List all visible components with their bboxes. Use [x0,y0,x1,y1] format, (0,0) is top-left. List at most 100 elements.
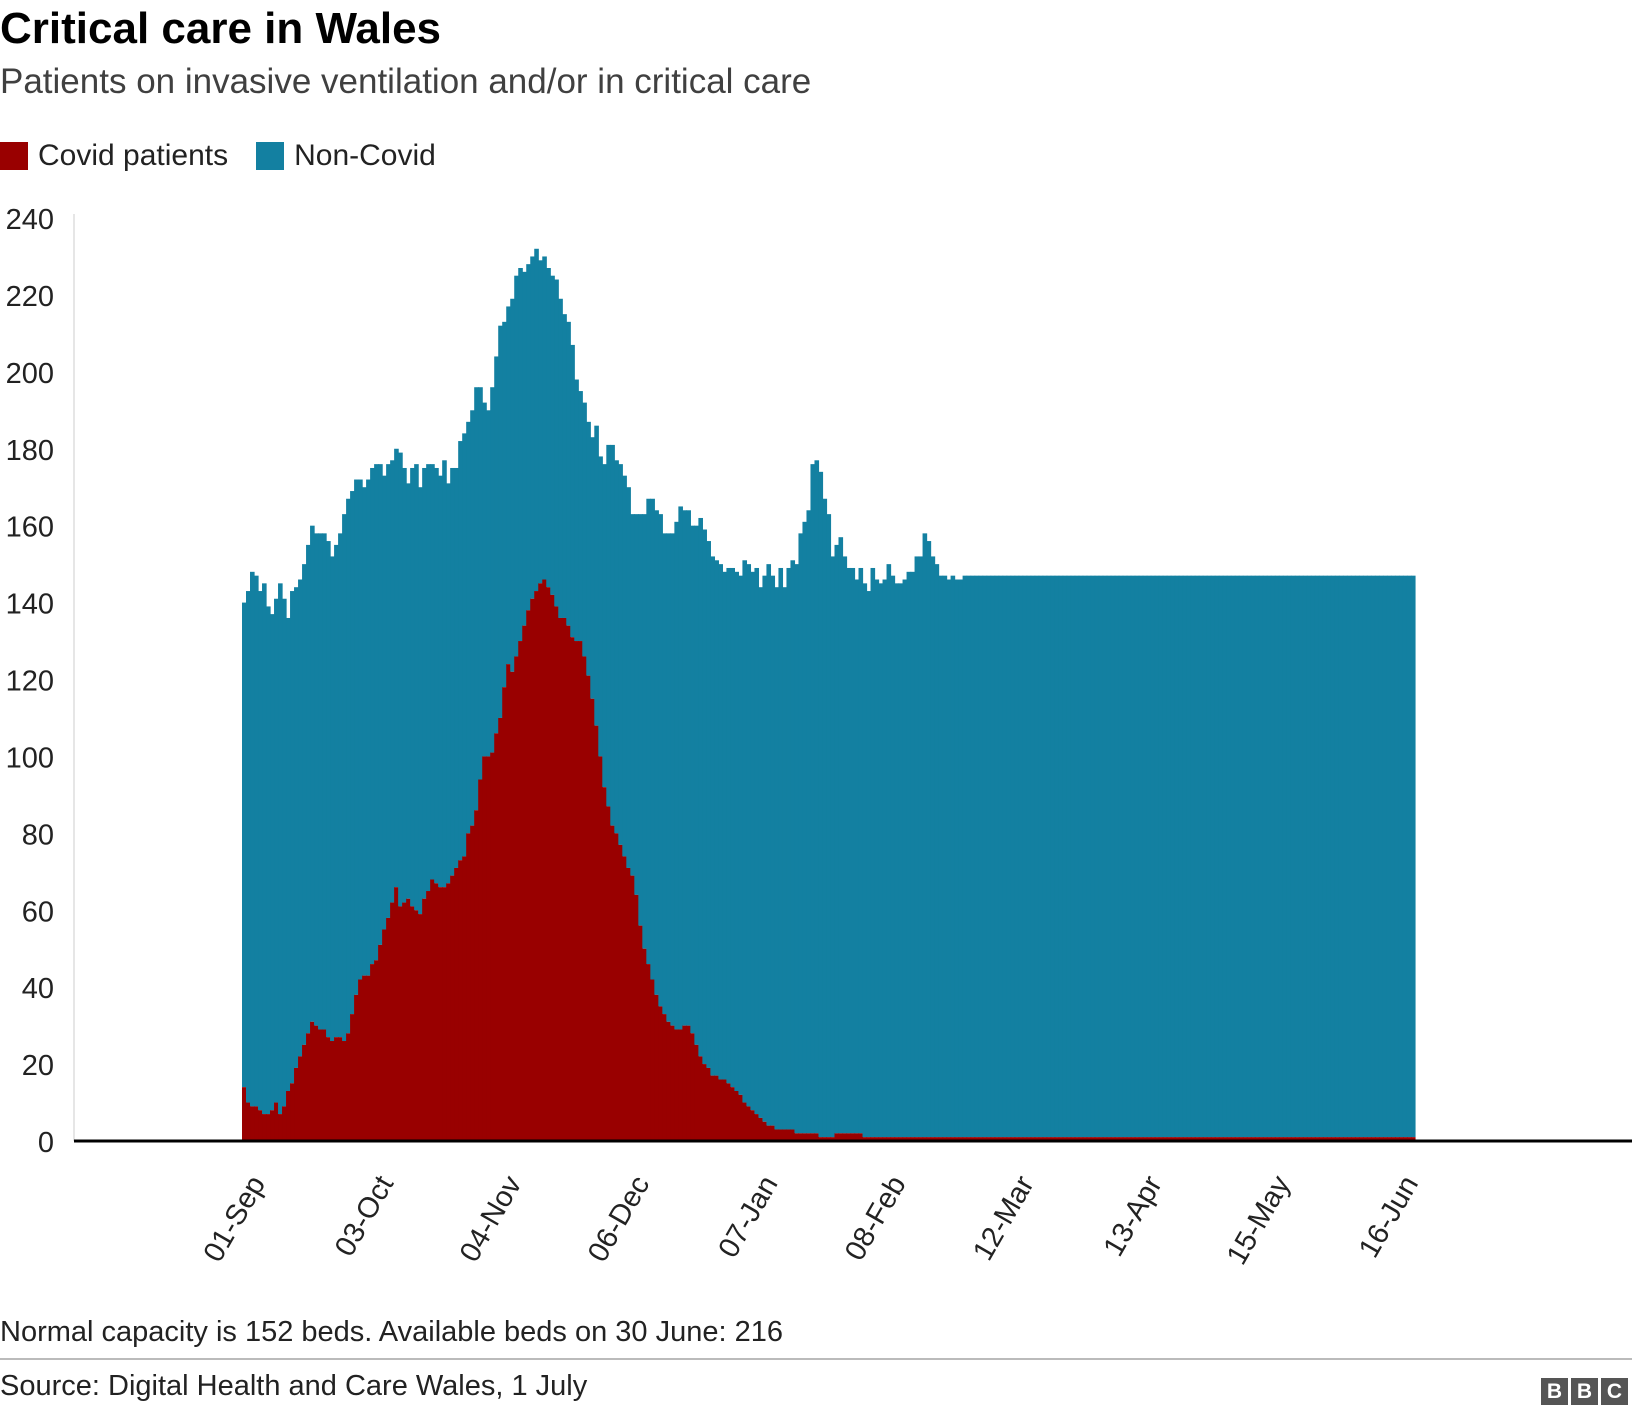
bar-covid [630,875,635,1141]
bar-non-covid [342,514,347,1042]
bar-covid [538,583,543,1141]
bar-non-covid [274,598,279,1103]
bar-covid [502,687,507,1141]
bar-covid [1294,1137,1300,1141]
bar-non-covid [262,583,267,1115]
bbc-logo: B B C [1538,1378,1628,1405]
bar-non-covid [414,464,419,911]
bar-covid [1358,1137,1364,1141]
bar-non-covid [734,571,740,1092]
bar-non-covid [1194,575,1200,1138]
bar-covid [682,1025,687,1142]
bar-non-covid [1058,575,1064,1138]
bar-non-covid [930,556,936,1138]
bar-covid [810,1133,816,1141]
bar-non-covid [878,583,884,1138]
bar-covid [274,1102,279,1141]
bar-non-covid [950,575,956,1138]
bar-covid [594,725,599,1141]
legend-label-non-covid: Non-Covid [294,139,436,172]
bar-non-covid [358,479,363,980]
bar-non-covid [666,533,671,1022]
bar-covid [542,579,547,1141]
bar-covid [1178,1137,1184,1141]
bar-covid [290,1083,295,1141]
bar-covid [706,1067,711,1141]
bar-non-covid [1222,575,1228,1138]
bar-non-covid [482,402,487,757]
bar-non-covid [538,260,543,584]
bar-covid [862,1137,868,1141]
bar-non-covid [486,410,491,757]
bar-non-covid [982,575,988,1138]
bar-covid [606,806,611,1141]
bar-non-covid [1034,575,1040,1138]
bar-covid [302,1044,307,1141]
bar-covid [478,779,483,1141]
bar-covid [778,1129,784,1141]
bar-non-covid [1186,575,1192,1138]
bar-covid [1138,1137,1144,1141]
bar-non-covid [1054,575,1060,1138]
bar-non-covid [1214,575,1220,1138]
bar-non-covid [1074,575,1080,1138]
bar-covid [882,1137,888,1141]
bar-non-covid [702,529,707,1065]
bar-covid [1366,1137,1372,1141]
bar-covid [638,925,643,1141]
legend-item-non-covid: Non-Covid [256,139,436,173]
bar-non-covid [642,514,647,949]
bar-covid [562,617,567,1141]
bar-non-covid [794,564,800,1134]
bar-non-covid [990,575,996,1138]
bar-covid [1090,1137,1096,1141]
bar-non-covid [330,556,335,1041]
bar-covid [330,1041,335,1141]
bar-covid [598,756,603,1141]
bar-non-covid [910,571,916,1138]
bar-covid [1154,1137,1160,1141]
bar-covid [466,833,471,1141]
bar-non-covid [478,387,483,780]
bar-non-covid [1338,575,1344,1138]
bar-non-covid [942,575,948,1138]
bar-non-covid [546,268,551,588]
bar-non-covid [1010,575,1016,1138]
bar-non-covid [582,402,587,657]
bar-non-covid [490,387,495,753]
bar-covid [1290,1137,1296,1141]
bar-non-covid [1062,575,1068,1138]
bar-covid [1278,1137,1284,1141]
bar-non-covid [622,475,627,857]
bar-non-covid [1166,575,1172,1138]
y-tick-label: 100 [6,742,54,774]
bar-covid [1194,1137,1200,1141]
bar-non-covid [514,275,519,657]
bar-covid [314,1025,319,1142]
bar-non-covid [586,421,591,676]
bar-covid [574,641,579,1141]
bar-non-covid [1150,575,1156,1138]
bar-covid [1210,1137,1216,1141]
y-tick-label: 240 [6,204,54,236]
bar-non-covid [1362,575,1368,1138]
bar-non-covid [926,541,932,1138]
bar-non-covid [1182,575,1188,1138]
bar-covid [954,1137,960,1141]
bar-covid [310,1021,315,1141]
bar-non-covid [1030,575,1036,1138]
bar-non-covid [810,464,816,1134]
bar-non-covid [922,533,928,1138]
bar-covid [1006,1137,1012,1141]
bar-covid [662,1014,667,1141]
bar-covid [438,887,443,1141]
bar-non-covid [766,564,772,1126]
bar-non-covid [526,264,531,611]
bar-covid [1226,1137,1232,1141]
bar-non-covid [1090,575,1096,1138]
bar-non-covid [614,460,619,834]
bar-non-covid [814,460,820,1134]
bar-covid [590,698,595,1141]
bar-covid [570,637,575,1141]
bar-covid [1242,1137,1248,1141]
